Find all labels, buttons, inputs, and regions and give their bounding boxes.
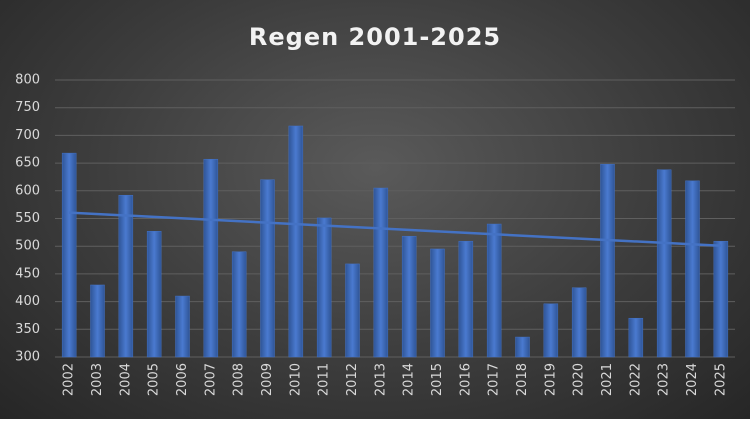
chart-title: Regen 2001-2025	[249, 23, 501, 51]
x-tick-label: 2008	[232, 363, 247, 396]
x-tick-label: 2014	[402, 363, 417, 396]
x-tick-label: 2002	[62, 363, 77, 396]
x-tick-label: 2022	[628, 363, 643, 396]
x-tick-label: 2016	[458, 363, 473, 396]
x-tick-label: 2010	[288, 363, 303, 396]
y-tick-label: 450	[15, 266, 40, 281]
bar	[203, 158, 219, 358]
bar	[486, 223, 502, 358]
x-tick-label: 2003	[90, 363, 105, 396]
y-tick-label: 550	[15, 211, 40, 226]
bar	[401, 235, 417, 358]
x-tick-label: 2004	[118, 363, 133, 396]
bar	[90, 284, 105, 358]
x-tick-label: 2009	[260, 363, 275, 396]
bar	[430, 248, 445, 358]
x-tick-label: 2019	[543, 363, 558, 396]
bar	[316, 217, 332, 358]
trendline	[69, 211, 721, 248]
bar	[543, 303, 559, 358]
bar	[713, 240, 729, 358]
y-tick-label: 750	[15, 100, 40, 115]
x-tick-label: 2024	[685, 363, 700, 396]
bar	[600, 163, 615, 358]
bar	[260, 179, 275, 358]
x-tick-label: 2018	[515, 363, 530, 396]
bar	[231, 251, 247, 358]
x-tick-label: 2020	[572, 363, 587, 396]
x-tick-label: 2025	[713, 363, 728, 396]
bar	[628, 317, 644, 358]
y-tick-label: 300	[15, 350, 40, 365]
bar	[571, 287, 587, 358]
bar	[656, 169, 672, 358]
x-tick-label: 2021	[600, 363, 615, 396]
x-tick-label: 2012	[345, 363, 360, 396]
bar	[175, 295, 190, 358]
x-tick-label: 2023	[657, 363, 672, 396]
x-tick-label: 2005	[147, 363, 162, 396]
bar	[373, 187, 389, 358]
bar	[458, 240, 474, 358]
x-tick-label: 2007	[203, 363, 218, 396]
bar	[118, 194, 134, 358]
x-tick-label: 2011	[317, 363, 332, 396]
x-tick-label: 2017	[487, 363, 502, 396]
y-tick-label: 400	[15, 294, 40, 309]
y-tick-label: 350	[15, 322, 40, 337]
bar	[515, 336, 530, 358]
bar	[146, 230, 162, 358]
y-tick-label: 700	[15, 128, 40, 143]
y-tick-label: 650	[15, 156, 40, 171]
y-tick-label: 800	[15, 73, 40, 88]
bar	[288, 125, 304, 358]
bar	[345, 263, 360, 358]
x-tick-label: 2013	[373, 363, 388, 396]
x-tick-label: 2015	[430, 363, 445, 396]
y-tick-label: 600	[15, 183, 40, 198]
bar	[685, 180, 700, 358]
bar	[61, 152, 77, 358]
y-tick-label: 500	[15, 239, 40, 254]
x-tick-label: 2006	[175, 363, 190, 396]
